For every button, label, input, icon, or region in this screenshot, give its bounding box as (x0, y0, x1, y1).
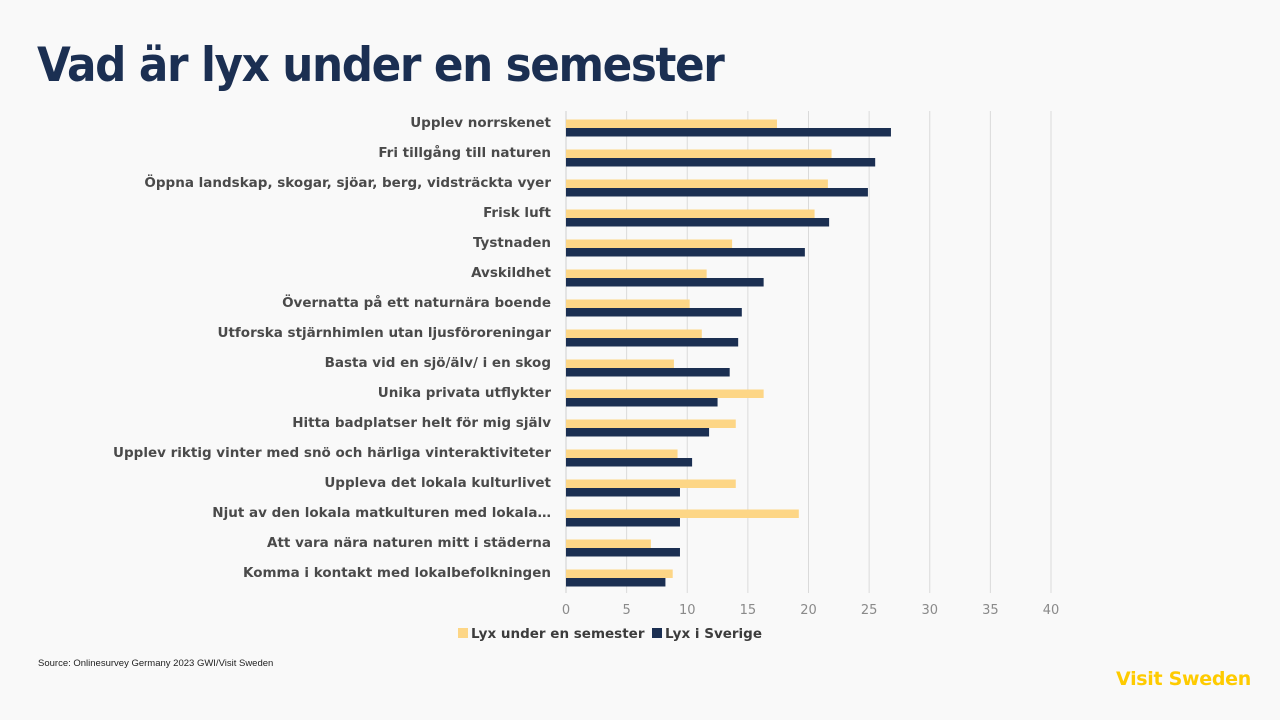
source-note: Source: Onlinesurvey Germany 2023 GWI/Vi… (38, 658, 274, 669)
bar-lyx-under-en-semester (566, 359, 674, 368)
bar-lyx-i-sverige (566, 578, 666, 587)
bar-lyx-under-en-semester (566, 569, 673, 578)
page-title: Vad är lyx under en semester (37, 38, 725, 93)
bar-lyx-i-sverige (566, 368, 730, 377)
bars (566, 119, 891, 587)
bar-lyx-under-en-semester (566, 179, 828, 188)
category-label: Upplev riktig vinter med snö och härliga… (113, 445, 551, 461)
x-tick-label: 10 (679, 603, 696, 618)
category-label: Uppleva det lokala kulturlivet (324, 475, 551, 491)
category-label: Frisk luft (483, 205, 551, 221)
x-tick-label: 15 (740, 603, 757, 618)
x-axis-tick-labels: 0 5 10 15 20 25 30 35 40 (562, 603, 1059, 618)
bar-lyx-i-sverige (566, 518, 680, 527)
bar-lyx-i-sverige (566, 188, 868, 197)
bar-lyx-under-en-semester (566, 269, 707, 278)
x-tick-label: 25 (861, 603, 878, 618)
bar-lyx-i-sverige (566, 278, 764, 287)
legend: Lyx under en semester Lyx i Sverige (458, 626, 762, 642)
bar-lyx-i-sverige (566, 488, 680, 497)
bar-lyx-i-sverige (566, 548, 680, 557)
bar-lyx-i-sverige (566, 308, 742, 317)
bar-lyx-i-sverige (566, 248, 805, 257)
category-label: Hitta badplatser helt för mig själv (292, 415, 551, 431)
legend-swatch (652, 628, 662, 638)
bar-lyx-i-sverige (566, 458, 693, 467)
category-label: Upplev norrskenet (410, 115, 551, 131)
visit-sweden-logo: Visit Sweden (1116, 668, 1251, 690)
category-label: Unika privata utflykter (378, 385, 552, 401)
bar-lyx-under-en-semester (566, 119, 777, 128)
category-label: Öppna landskap, skogar, sjöar, berg, vid… (144, 173, 551, 191)
bar-lyx-under-en-semester (566, 149, 832, 158)
x-tick-label: 5 (622, 603, 630, 618)
bar-lyx-under-en-semester (566, 419, 736, 428)
bar-lyx-under-en-semester (566, 449, 678, 458)
x-tick-label: 35 (982, 603, 999, 618)
x-tick-label: 40 (1043, 603, 1060, 618)
bar-lyx-under-en-semester (566, 509, 799, 518)
category-labels: Upplev norrskenet Fri tillgång till natur… (113, 115, 552, 581)
bar-lyx-i-sverige (566, 218, 830, 227)
bar-lyx-under-en-semester (566, 209, 815, 218)
bar-lyx-under-en-semester (566, 479, 736, 488)
legend-swatch (458, 628, 468, 638)
bar-lyx-i-sverige (566, 338, 739, 347)
bar-lyx-i-sverige (566, 128, 891, 137)
category-label: Utforska stjärnhimlen utan ljusförorenin… (218, 325, 552, 341)
bar-lyx-under-en-semester (566, 299, 690, 308)
category-label: Komma i kontakt med lokalbefolkningen (243, 565, 551, 581)
x-tick-label: 30 (921, 603, 938, 618)
bar-lyx-under-en-semester (566, 539, 651, 548)
bar-lyx-under-en-semester (566, 329, 702, 338)
bar-lyx-i-sverige (566, 158, 876, 167)
category-label: Tystnaden (473, 235, 551, 251)
bar-lyx-under-en-semester (566, 239, 733, 248)
category-label: Basta vid en sjö/älv/ i en skog (325, 355, 551, 371)
category-label: Att vara nära naturen mitt i städerna (267, 535, 551, 551)
bar-lyx-i-sverige (566, 428, 710, 437)
bar-lyx-i-sverige (566, 398, 718, 407)
x-tick-label: 0 (562, 603, 570, 618)
category-label: Avskildhet (471, 265, 551, 281)
legend-label: Lyx i Sverige (665, 626, 762, 642)
category-label: Fri tillgång till naturen (378, 144, 551, 161)
bar-lyx-under-en-semester (566, 389, 764, 398)
x-tick-label: 20 (800, 603, 817, 618)
legend-label: Lyx under en semester (471, 626, 645, 642)
category-label: Övernatta på ett naturnära boende (282, 293, 551, 311)
category-label: Njut av den lokala matkulturen med lokal… (212, 505, 551, 521)
